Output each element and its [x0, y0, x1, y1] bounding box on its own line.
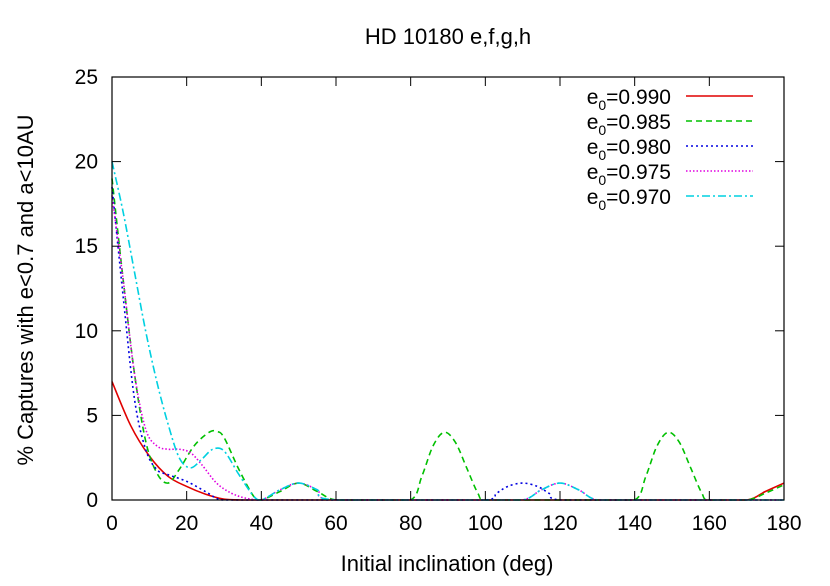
- x-tick-label: 120: [542, 512, 577, 535]
- legend-label: e0=0.990: [587, 86, 671, 113]
- x-tick-label: 180: [766, 512, 801, 535]
- x-tick-label: 40: [250, 512, 273, 535]
- plot-frame: [111, 76, 785, 501]
- y-tick-label: 10: [75, 320, 98, 343]
- legend-label: e0=0.970: [587, 186, 671, 213]
- plot-lines: [111, 161, 785, 501]
- axes: 0 20 40 60 80 100 120 140 160 180 0 5 10 15 20 25: [75, 66, 802, 535]
- y-axis-label: % Captures with e<0.7 and a<10AU: [13, 114, 38, 465]
- x-tick-label: 80: [399, 512, 422, 535]
- x-tick-label: 0: [106, 512, 118, 535]
- x-tick-label: 160: [692, 512, 727, 535]
- chart-title: HD 10180 e,f,g,h: [365, 24, 531, 49]
- x-tick-label: 100: [468, 512, 503, 535]
- x-tick-label: 60: [324, 512, 347, 535]
- series-line-4: [111, 161, 784, 501]
- y-tick-label: 25: [75, 66, 98, 89]
- series-line-3: [111, 195, 784, 501]
- y-tick-label: 20: [75, 151, 98, 174]
- series-line-1: [111, 178, 785, 501]
- x-tick-label: 140: [617, 512, 652, 535]
- x-axis-label: Initial inclination (deg): [341, 551, 554, 576]
- y-tick-label: 0: [86, 489, 98, 512]
- series-line-2: [111, 186, 784, 501]
- x-tick-label: 20: [175, 512, 198, 535]
- y-tick-label: 5: [86, 404, 98, 427]
- legend-label: e0=0.980: [587, 136, 671, 163]
- legend-label: e0=0.975: [587, 161, 671, 188]
- y-tick-label: 15: [75, 235, 98, 258]
- legend-label: e0=0.985: [587, 111, 671, 138]
- series-line-0: [111, 381, 785, 501]
